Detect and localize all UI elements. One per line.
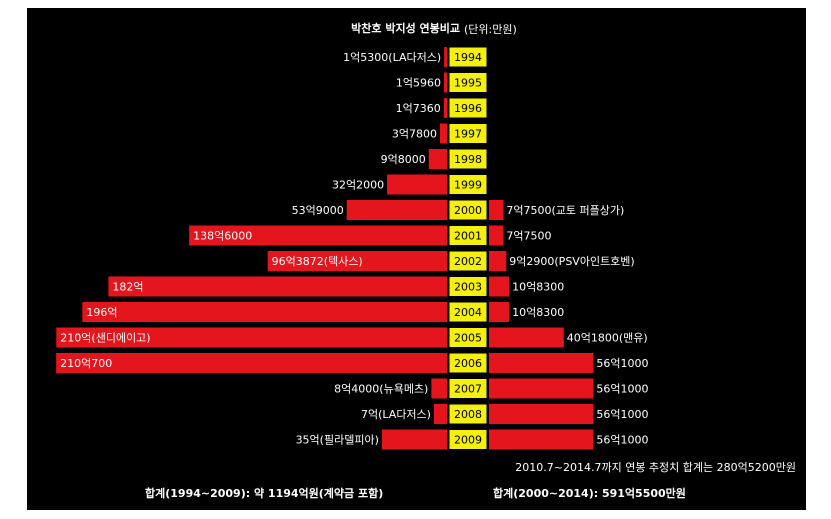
chart-subtitle: (단위:만원) (464, 23, 517, 36)
bar (387, 174, 447, 195)
bar (444, 47, 447, 67)
value-label: 96억3872(텍사스) (272, 255, 363, 268)
annotation: 2010.7~2014.7까지 연봉 추정치 합계는 280억5200만원 (515, 461, 796, 474)
value-label: 196억 (86, 306, 117, 319)
category-label: 2003 (454, 281, 482, 294)
annotation: 합계(2000~2014): 591억5500만원 (493, 486, 686, 500)
category-label: 1995 (454, 77, 482, 90)
value-label: 210억700 (60, 357, 112, 370)
bar (489, 276, 510, 297)
value-label: 7억7500 (506, 230, 551, 243)
bar (189, 225, 448, 246)
bar (443, 98, 447, 118)
year-box (448, 174, 488, 195)
value-label: 10억8300 (512, 306, 564, 319)
year-box (448, 378, 488, 399)
category-label: 2000 (454, 204, 482, 217)
value-label: 3억7800 (392, 128, 437, 141)
value-label: 56억1000 (596, 357, 648, 370)
value-label: 10억8300 (512, 281, 564, 294)
value-label: 56억1000 (596, 408, 648, 421)
bar (489, 353, 594, 373)
value-label: 1억5300(LA다저스) (343, 51, 441, 64)
bar (489, 404, 594, 424)
year-box (448, 72, 488, 93)
year-box (448, 148, 488, 170)
category-label: 1999 (454, 179, 482, 192)
year-box (448, 97, 488, 119)
bar (433, 404, 447, 424)
bar (489, 327, 564, 348)
category-label: 1998 (454, 153, 482, 166)
value-label: 138억6000 (193, 230, 252, 243)
bar (428, 149, 447, 169)
category-label: 2009 (454, 434, 482, 447)
value-label: 9억2900(PSV아인트호벤) (509, 255, 634, 268)
year-box (448, 123, 488, 144)
bar (489, 378, 594, 399)
value-label: 56억1000 (596, 434, 648, 447)
bar (489, 429, 594, 450)
category-label: 1996 (454, 102, 482, 115)
value-label: 32억2000 (332, 179, 384, 192)
annotation: 합계(1994~2009): 약 1194억원(계약금 포함) (145, 486, 383, 500)
value-label: 1억5960 (396, 77, 441, 90)
bar (489, 225, 504, 246)
bar (489, 251, 507, 271)
category-label: 2006 (454, 357, 482, 370)
category-label: 2001 (454, 230, 482, 243)
year-box (448, 225, 488, 246)
value-label: 182억 (112, 281, 143, 294)
year-box (448, 199, 488, 221)
bar (489, 302, 510, 322)
value-label: 9억8000 (381, 153, 426, 166)
value-label: 1억7360 (396, 102, 441, 115)
category-label: 2008 (454, 408, 482, 421)
value-label: 40억1800(맨유) (567, 332, 648, 345)
bar (56, 327, 447, 348)
category-label: 2007 (454, 383, 482, 396)
bar (381, 429, 447, 450)
category-label: 1997 (454, 128, 482, 141)
bar (108, 276, 447, 297)
category-label: 2005 (454, 332, 482, 345)
year-box (448, 403, 488, 425)
value-label: 53억9000 (292, 204, 344, 217)
year-box (448, 429, 488, 450)
year-box (448, 327, 488, 348)
value-label: 8억4000(뉴욕메츠) (334, 383, 428, 396)
value-label: 35억(필라델피아) (296, 434, 379, 447)
bar (439, 123, 447, 144)
bar (346, 200, 447, 220)
year-box (448, 250, 488, 272)
value-label: 56억1000 (596, 383, 648, 396)
bar (267, 251, 447, 271)
category-label: 2004 (454, 306, 482, 319)
bar (56, 353, 448, 373)
bar (431, 378, 447, 399)
year-box (448, 301, 488, 323)
category-label: 1994 (454, 51, 482, 64)
value-label: 7억7500(교토 퍼플상가) (506, 204, 624, 217)
bar (489, 200, 504, 220)
year-box (448, 352, 488, 374)
year-box (448, 46, 488, 68)
year-box (448, 276, 488, 297)
chart-title: 박찬호 박지성 연봉비교 (351, 21, 460, 35)
category-label: 2002 (454, 255, 482, 268)
bar (444, 72, 447, 93)
bar (82, 302, 447, 322)
value-label: 210억(샌디에이고) (60, 332, 150, 345)
value-label: 7억(LA다저스) (361, 408, 431, 421)
